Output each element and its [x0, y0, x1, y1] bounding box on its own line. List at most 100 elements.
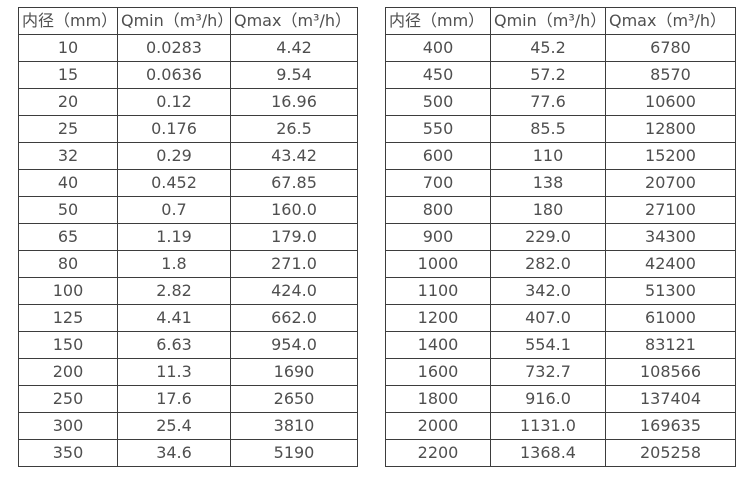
cell: 550	[385, 115, 491, 143]
cell: 3810	[230, 412, 358, 440]
header-row: 内径（mm） Qmin（m³/h） Qmax（m³/h）	[385, 7, 736, 35]
table-row: 450 57.2 8570	[385, 61, 736, 89]
cell: 50	[18, 196, 118, 224]
cell: 0.452	[117, 169, 231, 197]
cell: 20700	[605, 169, 736, 197]
column-header: 内径（mm）	[18, 7, 118, 35]
table-row: 1400 554.1 83121	[385, 331, 736, 359]
cell: 1600	[385, 358, 491, 386]
cell: 180	[490, 196, 606, 224]
cell: 169635	[605, 412, 736, 440]
cell: 100	[18, 277, 118, 305]
column-header: Qmax（m³/h）	[230, 7, 358, 35]
cell: 554.1	[490, 331, 606, 359]
cell: 34.6	[117, 439, 231, 467]
cell: 16.96	[230, 88, 358, 116]
table-row: 1600 732.7 108566	[385, 358, 736, 386]
flow-table-large-diameters: 内径（mm） Qmin（m³/h） Qmax（m³/h） 400 45.2 6780 450…	[385, 7, 736, 467]
cell: 138	[490, 169, 606, 197]
table-row: 300 25.4 3810	[18, 412, 358, 440]
table-row: 50 0.7 160.0	[18, 196, 358, 224]
cell: 2650	[230, 385, 358, 413]
table-row: 20 0.12 16.96	[18, 88, 358, 116]
cell: 77.6	[490, 88, 606, 116]
cell: 250	[18, 385, 118, 413]
column-header: Qmin（m³/h）	[117, 7, 231, 35]
cell: 407.0	[490, 304, 606, 332]
cell: 6780	[605, 34, 736, 62]
cell: 916.0	[490, 385, 606, 413]
cell: 27100	[605, 196, 736, 224]
column-header: 内径（mm）	[385, 7, 491, 35]
cell: 5190	[230, 439, 358, 467]
table-row: 500 77.6 10600	[385, 88, 736, 116]
cell: 2.82	[117, 277, 231, 305]
table-row: 15 0.0636 9.54	[18, 61, 358, 89]
cell: 662.0	[230, 304, 358, 332]
cell: 0.0636	[117, 61, 231, 89]
table-row: 1800 916.0 137404	[385, 385, 736, 413]
cell: 4.41	[117, 304, 231, 332]
cell: 25	[18, 115, 118, 143]
table-row: 250 17.6 2650	[18, 385, 358, 413]
cell: 125	[18, 304, 118, 332]
cell: 65	[18, 223, 118, 251]
table-row: 600 110 15200	[385, 142, 736, 170]
cell: 6.63	[117, 331, 231, 359]
cell: 0.0283	[117, 34, 231, 62]
table-row: 900 229.0 34300	[385, 223, 736, 251]
cell: 0.12	[117, 88, 231, 116]
cell: 424.0	[230, 277, 358, 305]
cell: 15200	[605, 142, 736, 170]
cell: 8570	[605, 61, 736, 89]
cell: 150	[18, 331, 118, 359]
cell: 1690	[230, 358, 358, 386]
cell: 200	[18, 358, 118, 386]
cell: 17.6	[117, 385, 231, 413]
cell: 108566	[605, 358, 736, 386]
cell: 34300	[605, 223, 736, 251]
cell: 1400	[385, 331, 491, 359]
cell: 800	[385, 196, 491, 224]
table-row: 80 1.8 271.0	[18, 250, 358, 278]
cell: 271.0	[230, 250, 358, 278]
table-row: 350 34.6 5190	[18, 439, 358, 467]
cell: 400	[385, 34, 491, 62]
cell: 42400	[605, 250, 736, 278]
cell: 45.2	[490, 34, 606, 62]
table-row: 125 4.41 662.0	[18, 304, 358, 332]
cell: 67.85	[230, 169, 358, 197]
cell: 600	[385, 142, 491, 170]
cell: 954.0	[230, 331, 358, 359]
table-row: 40 0.452 67.85	[18, 169, 358, 197]
table-row: 32 0.29 43.42	[18, 142, 358, 170]
cell: 80	[18, 250, 118, 278]
cell: 1200	[385, 304, 491, 332]
cell: 0.7	[117, 196, 231, 224]
table-row: 200 11.3 1690	[18, 358, 358, 386]
cell: 0.29	[117, 142, 231, 170]
cell: 1100	[385, 277, 491, 305]
cell: 205258	[605, 439, 736, 467]
cell: 0.176	[117, 115, 231, 143]
table-row: 1000 282.0 42400	[385, 250, 736, 278]
cell: 350	[18, 439, 118, 467]
cell: 15	[18, 61, 118, 89]
cell: 9.54	[230, 61, 358, 89]
cell: 85.5	[490, 115, 606, 143]
cell: 83121	[605, 331, 736, 359]
cell: 10	[18, 34, 118, 62]
table-row: 1200 407.0 61000	[385, 304, 736, 332]
cell: 20	[18, 88, 118, 116]
table-row: 10 0.0283 4.42	[18, 34, 358, 62]
column-header: Qmin（m³/h）	[490, 7, 606, 35]
cell: 500	[385, 88, 491, 116]
cell: 10600	[605, 88, 736, 116]
table-row: 2200 1368.4 205258	[385, 439, 736, 467]
cell: 12800	[605, 115, 736, 143]
cell: 1131.0	[490, 412, 606, 440]
header-row: 内径（mm） Qmin（m³/h） Qmax（m³/h）	[18, 7, 358, 35]
table-row: 150 6.63 954.0	[18, 331, 358, 359]
table-row: 550 85.5 12800	[385, 115, 736, 143]
